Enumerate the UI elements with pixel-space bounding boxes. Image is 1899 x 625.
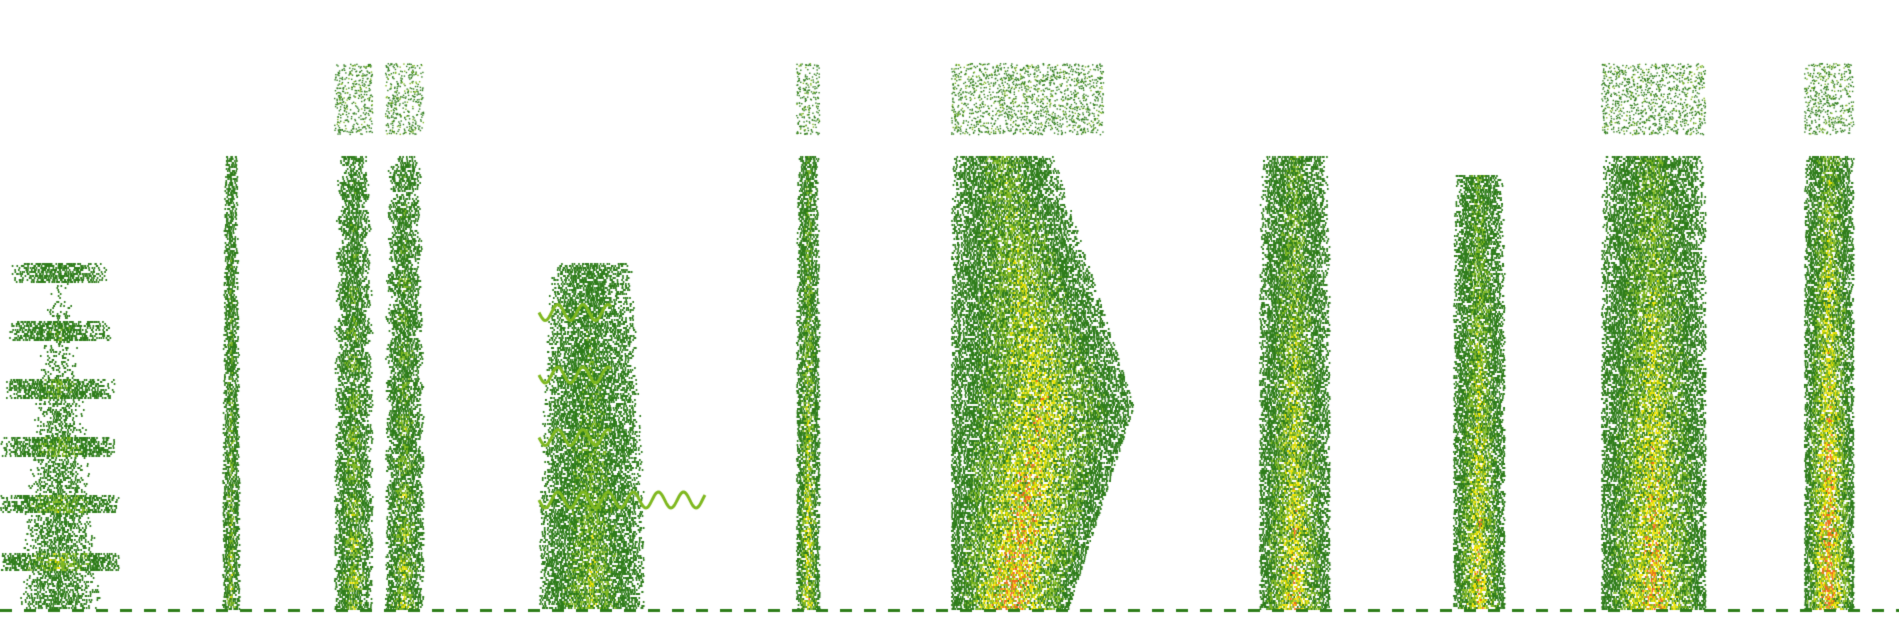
spectrogram-image	[0, 0, 1899, 625]
